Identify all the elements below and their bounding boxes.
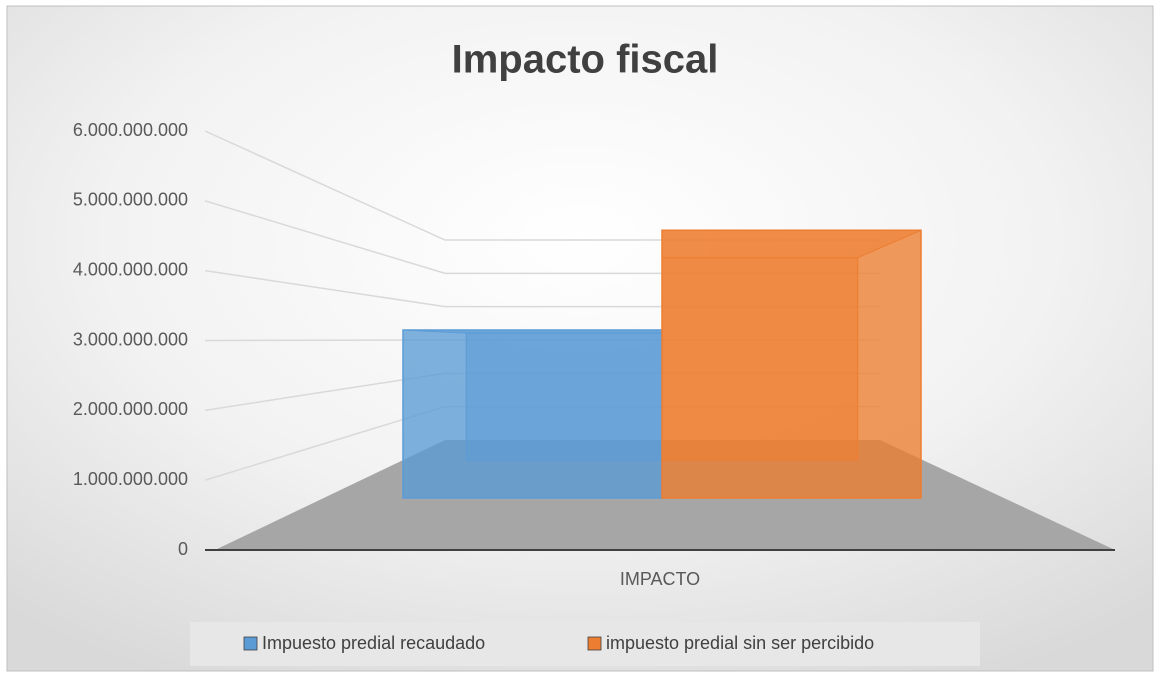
y-tick-label: 5.000.000.000 <box>73 190 188 210</box>
x-tick-label: IMPACTO <box>620 569 700 589</box>
chart-title: Impacto fiscal <box>452 38 719 82</box>
legend-swatch <box>243 636 258 651</box>
legend-swatch <box>587 636 602 651</box>
legend-label: Impuesto predial recaudado <box>262 633 485 653</box>
legend-label: impuesto predial sin ser percibido <box>606 633 874 653</box>
bar <box>661 229 922 499</box>
y-tick-label: 0 <box>178 539 188 559</box>
y-tick-label: 2.000.000.000 <box>73 399 188 419</box>
y-tick-label: 3.000.000.000 <box>73 329 188 349</box>
y-tick-label: 6.000.000.000 <box>73 120 188 140</box>
y-tick-label: 1.000.000.000 <box>73 469 188 489</box>
y-tick-label: 4.000.000.000 <box>73 259 188 279</box>
legend <box>190 622 980 666</box>
bar <box>402 329 663 499</box>
